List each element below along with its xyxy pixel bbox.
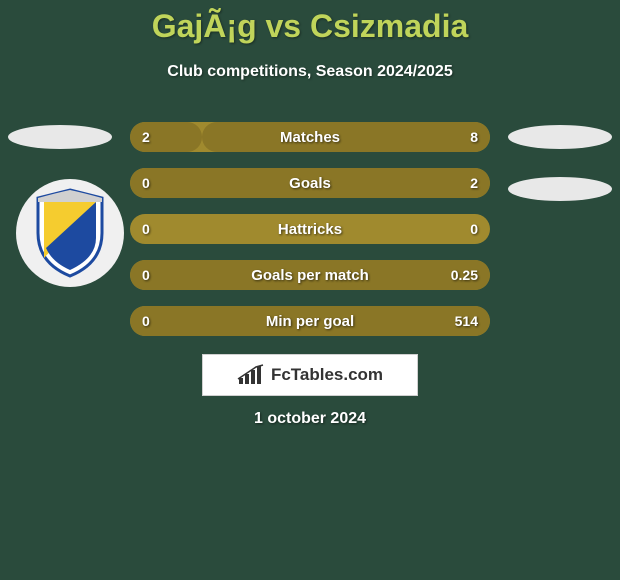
club-left-crest	[16, 179, 124, 287]
footer-date: 1 october 2024	[0, 410, 620, 428]
stat-label: Min per goal	[130, 306, 490, 336]
stat-row-goals-per-match: 00.25Goals per match	[130, 260, 490, 290]
stat-row-hattricks: 00Hattricks	[130, 214, 490, 244]
page-subtitle: Club competitions, Season 2024/2025	[0, 63, 620, 81]
brand-watermark: FcTables.com	[202, 354, 418, 396]
brand-text: FcTables.com	[271, 365, 383, 385]
stat-label: Goals per match	[130, 260, 490, 290]
stat-label: Hattricks	[130, 214, 490, 244]
stat-label: Matches	[130, 122, 490, 152]
page-title: GajÃ¡g vs Csizmadia	[0, 0, 620, 45]
player-right-photo-placeholder	[508, 125, 612, 149]
stat-label: Goals	[130, 168, 490, 198]
stat-row-matches: 28Matches	[130, 122, 490, 152]
player-left-photo-placeholder	[8, 125, 112, 149]
club-right-photo-placeholder	[508, 177, 612, 201]
shield-icon	[32, 188, 108, 278]
stat-row-min-per-goal: 0514Min per goal	[130, 306, 490, 336]
stats-bars: 28Matches 02Goals 00Hattricks 00.25Goals pe…	[130, 122, 490, 352]
stat-row-goals: 02Goals	[130, 168, 490, 198]
bar-chart-icon	[237, 364, 267, 386]
